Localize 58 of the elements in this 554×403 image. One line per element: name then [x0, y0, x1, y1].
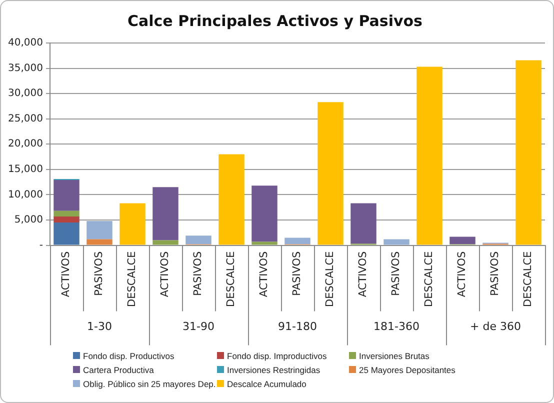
y-tick-label: 40,000: [8, 38, 43, 49]
y-tick-label: 35,000: [8, 62, 43, 74]
bar: [318, 102, 344, 245]
x-tick-label: DESCALCE: [522, 251, 534, 308]
bar: [350, 203, 376, 244]
bar: [384, 239, 410, 245]
bar: [284, 238, 310, 244]
bar: [54, 210, 80, 216]
text: 91-180: [278, 320, 317, 334]
text: + de 360: [470, 320, 521, 334]
x-tick-label: PASIVOS: [291, 250, 304, 296]
x-tick-label: ACTIVOS: [159, 250, 172, 298]
x-tick-label: ACTIVOS: [456, 250, 468, 298]
bar: [218, 154, 244, 245]
x-tick-label: PASIVOS: [93, 250, 106, 296]
bar: [252, 186, 278, 242]
x-tick-label: DESCALCE: [225, 251, 238, 308]
chart-title: Calce Principales Activos y Pasivos: [128, 12, 423, 30]
x-tick-label: PASIVOS: [489, 250, 502, 296]
legend-label: Fondo disp. Improductivos: [226, 351, 328, 361]
bar: [152, 240, 178, 245]
bar: [186, 236, 212, 244]
legend-label: 25 Mayores Depositantes: [358, 365, 456, 375]
y-tick-label: 15,000: [8, 164, 43, 176]
y-tick-label: 10,000: [8, 189, 43, 200]
x-tick-label: ACTIVOS: [60, 250, 72, 298]
x-tick-label: DESCALCE: [324, 251, 336, 308]
legend-label: Descalce Acumulado: [226, 379, 308, 389]
y-tick-label: 30,000: [8, 88, 43, 100]
y-tick-label: -: [39, 240, 44, 251]
bar: [86, 239, 112, 245]
y-tick-label: 25,000: [8, 113, 43, 124]
bar: [450, 236, 476, 244]
x-tick-label: ACTIVOS: [258, 250, 270, 298]
legend-label: Cartera Productiva: [82, 365, 155, 375]
legend-label: Inversiones Restringidas: [226, 365, 322, 375]
text: 31-90: [182, 320, 214, 334]
bar: [516, 60, 542, 245]
bar: [152, 187, 178, 240]
legend-label: Inversiones Brutas: [358, 351, 430, 361]
legend-label: Fondo disp. Productivos: [82, 351, 176, 361]
bar: [54, 216, 80, 223]
bar: [416, 66, 442, 245]
bar: [86, 221, 112, 240]
x-tick-label: DESCALCE: [423, 251, 436, 308]
x-tick-label: PASIVOS: [192, 250, 204, 296]
text: 181-360: [374, 320, 420, 334]
text: 1-30: [87, 320, 112, 334]
y-tick-label: 20,000: [8, 138, 43, 150]
y-tick-label: 5,000: [14, 214, 43, 226]
bar: [54, 180, 80, 211]
bar: [252, 242, 278, 245]
x-tick-label: DESCALCE: [126, 251, 138, 308]
bar: [120, 203, 146, 245]
x-tick-label: PASIVOS: [390, 250, 402, 296]
x-tick-label: ACTIVOS: [357, 250, 370, 298]
bar: [54, 222, 80, 245]
legend-label: Oblig. Público sin 25 mayores Dep.: [82, 379, 217, 389]
